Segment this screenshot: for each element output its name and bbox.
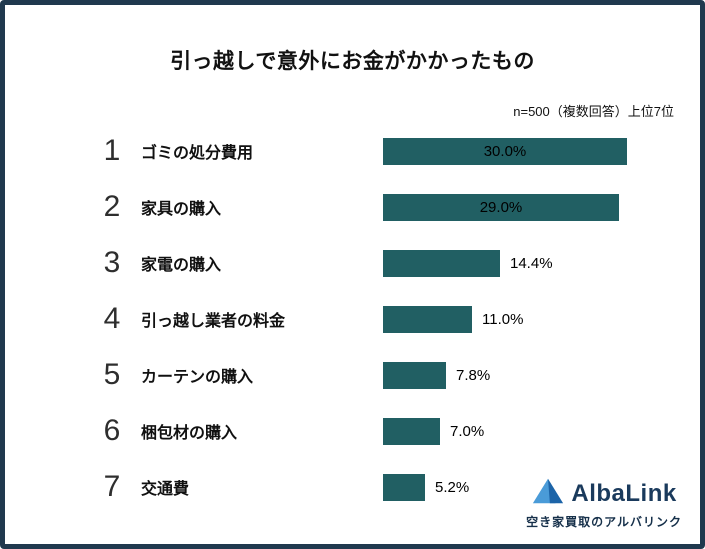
category-label: 引っ越し業者の料金 [141,313,286,330]
bar-area: 11.0% [383,305,700,333]
value-label: 5.2% [435,478,470,496]
bar: 29.0% [383,193,619,221]
bar-area: 5.2% [383,473,700,501]
albalink-logo-icon [531,476,565,511]
rank-number: 6 [103,414,121,447]
chart-row: 3 家電の購入 14.4% [5,235,700,291]
bar [383,305,472,333]
bar-chart: 1 ゴミの処分費用 30.0% 2 家具の購入 29.0% 3 家電の購入 14.4% 4 引っ越し… [5,123,700,515]
rank-number: 1 [103,134,121,167]
bar-area: 7.0% [383,417,700,445]
bar-area: 30.0% [383,137,700,165]
value-label: 7.0% [450,422,485,440]
value-label: 29.0% [479,198,523,216]
rank-number: 4 [103,302,121,335]
category-label: ゴミの処分費用 [141,145,254,162]
rank-number: 2 [103,190,121,223]
chart-row: 5 カーテンの購入 7.8% [5,347,700,403]
rank-number: 5 [103,358,121,391]
value-label: 7.8% [456,366,491,384]
bar-area: 14.4% [383,249,700,277]
bar [383,361,446,389]
chart-row: 6 梱包材の購入 7.0% [5,403,700,459]
category-label: 家具の購入 [141,201,222,218]
chart-row: 4 引っ越し業者の料金 11.0% [5,291,700,347]
chart-title: 引っ越しで意外にお金がかかったもの [170,50,535,73]
category-label: 梱包材の購入 [141,425,238,442]
bar [383,417,440,445]
sample-size-note: n=500（複数回答）上位7位 [513,104,674,119]
bar [383,473,425,501]
rank-number: 7 [103,470,121,503]
value-label: 14.4% [510,254,553,272]
albalink-logo-text: AlbaLink [571,479,677,507]
category-label: 家電の購入 [141,257,222,274]
category-label: カーテンの購入 [141,369,254,386]
albalink-logo: AlbaLink 空き家買取のアルバリンク [526,476,682,530]
bar: 30.0% [383,137,627,165]
category-label: 交通費 [141,481,190,498]
bar [383,249,500,277]
bar-area: 29.0% [383,193,700,221]
bar-area: 7.8% [383,361,700,389]
albalink-tagline: 空き家買取のアルバリンク [526,515,682,529]
value-label: 11.0% [482,310,524,328]
chart-row: 2 家具の購入 29.0% [5,179,700,235]
value-label: 30.0% [483,142,527,160]
chart-row: 7 交通費 5.2% [5,459,700,515]
rank-number: 3 [103,246,121,279]
chart-row: 1 ゴミの処分費用 30.0% [5,123,700,179]
